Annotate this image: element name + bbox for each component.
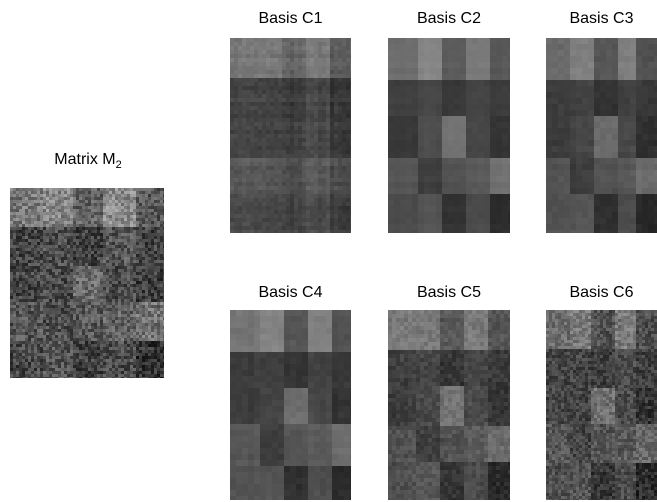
basis-c1-image [230,38,351,233]
matrix-image [10,188,164,378]
matrix-title-subscript: 2 [115,159,122,172]
basis-c5-image [388,310,510,500]
texture [546,310,657,500]
texture [546,38,657,233]
matrix-title-main: Matrix M [54,151,116,168]
basis-c3-title: Basis C3 [569,10,634,27]
basis-c6-image [546,310,657,500]
texture [10,188,164,378]
texture [230,38,351,233]
basis-c3-image [546,38,657,233]
matrix-title: Matrix M2 [38,151,138,171]
basis-c6-title: Basis C6 [569,284,634,301]
texture [230,310,351,500]
basis-c2-title: Basis C2 [416,10,482,27]
basis-c2-image [388,38,510,233]
texture [388,310,510,500]
texture [388,38,510,233]
basis-c5-title: Basis C5 [416,284,482,301]
basis-c1-title: Basis C1 [258,10,323,27]
basis-c4-image [230,310,351,500]
basis-c4-title: Basis C4 [258,284,323,301]
